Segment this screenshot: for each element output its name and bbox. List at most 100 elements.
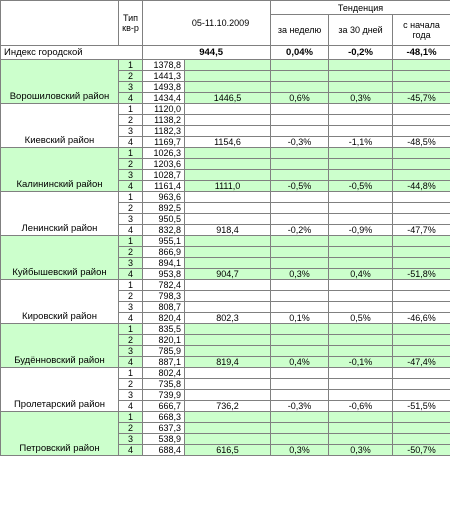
- blank-cell: [328, 81, 394, 93]
- blank-cell: [392, 301, 450, 313]
- type-price: 1378,8: [142, 59, 185, 71]
- district-30-days: -0,9%: [328, 224, 394, 236]
- blank-cell: [183, 191, 272, 203]
- blank-cell: [392, 147, 450, 159]
- blank-cell: [392, 433, 450, 445]
- blank-cell: [328, 246, 394, 258]
- apartment-type: 3: [118, 301, 143, 313]
- apartment-type: 2: [118, 70, 143, 82]
- header-year-line1: с начала: [403, 20, 440, 30]
- district-average: 1446,5: [183, 92, 272, 104]
- blank-cell: [183, 411, 272, 423]
- apartment-type: 1: [118, 367, 143, 379]
- blank-cell: [328, 125, 394, 137]
- table-row: Ленинский район 1 963,6: [0, 191, 450, 236]
- blank-cell: [270, 235, 330, 247]
- blank-cell: [183, 114, 272, 126]
- apartment-type: 1: [118, 323, 143, 335]
- table-row: 4 887,1 819,4 0,4% -0,1% -47,4%: [1, 356, 450, 368]
- blank-cell: [183, 59, 272, 71]
- blank-cell: [270, 290, 330, 302]
- blank-cell: [392, 235, 450, 247]
- district-name: Пролетарский район: [0, 367, 119, 412]
- blank-cell: [328, 70, 394, 82]
- blank-cell: [392, 345, 450, 357]
- apartment-type: 3: [118, 81, 143, 93]
- blank-cell: [328, 257, 394, 269]
- type-price: 1203,6: [142, 158, 185, 170]
- blank-cell: [392, 422, 450, 434]
- table-row: Будённовский район 1 835,5: [0, 323, 450, 368]
- blank-cell: [183, 158, 272, 170]
- table-row: 2 866,9: [1, 246, 450, 258]
- header-30-days: за 30 дней: [328, 14, 394, 46]
- index-week: 0,04%: [270, 45, 330, 60]
- blank-cell: [270, 279, 330, 291]
- blank-cell: [392, 257, 450, 269]
- blank-cell: [183, 323, 272, 335]
- district-week: 0,3%: [270, 444, 330, 456]
- type-price: 785,9: [142, 345, 185, 357]
- blank-cell: [270, 81, 330, 93]
- blank-cell: [183, 334, 272, 346]
- blank-cell: [270, 345, 330, 357]
- blank-cell: [392, 103, 450, 115]
- header-year-line2: года: [412, 30, 431, 40]
- table-row: 2 1138,2: [1, 114, 450, 126]
- header-type: Тип кв-р: [118, 0, 143, 46]
- blank-cell: [392, 290, 450, 302]
- blank-cell: [392, 213, 450, 225]
- district-name: Петровский район: [0, 411, 119, 456]
- blank-cell: [328, 235, 394, 247]
- header-date-text: 05-11.10.2009: [191, 18, 250, 28]
- blank-cell: [392, 81, 450, 93]
- apartment-type: 1: [118, 411, 143, 423]
- blank-cell: [392, 411, 450, 423]
- blank-cell: [328, 290, 394, 302]
- blank-cell: [270, 389, 330, 401]
- district-week: -0,5%: [270, 180, 330, 192]
- type-price: 963,6: [142, 191, 185, 203]
- blank-cell: [328, 389, 394, 401]
- blank-cell: [270, 114, 330, 126]
- district-name: Ленинский район: [0, 191, 119, 236]
- blank-cell: [328, 158, 394, 170]
- table-row: 3 538,9: [1, 433, 450, 445]
- table-row: 3 950,5: [1, 213, 450, 225]
- district-30-days: -0,1%: [328, 356, 394, 368]
- blank-cell: [270, 422, 330, 434]
- table-row: 4 688,4 616,5 0,3% 0,3% -50,7%: [1, 444, 450, 456]
- apartment-type: 3: [118, 257, 143, 269]
- type-price: 1120,0: [142, 103, 185, 115]
- apartment-type: 4: [118, 268, 143, 280]
- blank-cell: [183, 367, 272, 379]
- district-year: -51,8%: [392, 268, 450, 280]
- blank-cell: [183, 70, 272, 82]
- blank-cell: [183, 290, 272, 302]
- header-date: 05-11.10.2009: [141, 0, 272, 46]
- type-price: 894,1: [142, 257, 185, 269]
- table-row: Куйбышевский район 1 955,1: [0, 235, 450, 280]
- type-price: 1161,4: [142, 180, 185, 192]
- blank-cell: [392, 323, 450, 335]
- district-30-days: 0,5%: [328, 312, 394, 324]
- table-row: 3 785,9: [1, 345, 450, 357]
- table-row: Петровский район 1 668,3: [0, 411, 450, 456]
- table-row: 4 820,4 802,3 0,1% 0,5% -46,6%: [1, 312, 450, 324]
- blank-cell: [328, 301, 394, 313]
- blank-cell: [392, 169, 450, 181]
- blank-cell: [392, 334, 450, 346]
- table-row: 4 1434,4 1446,5 0,6% 0,3% -45,7%: [1, 92, 450, 104]
- district-average: 819,4: [183, 356, 272, 368]
- blank-cell: [183, 378, 272, 390]
- blank-cell: [328, 323, 394, 335]
- district-average: 1111,0: [183, 180, 272, 192]
- blank-cell: [270, 323, 330, 335]
- blank-cell: [183, 433, 272, 445]
- blank-cell: [328, 334, 394, 346]
- apartment-type: 3: [118, 345, 143, 357]
- header-type-line2: кв-р: [122, 23, 139, 33]
- district-year: -47,4%: [392, 356, 450, 368]
- type-price: 739,9: [142, 389, 185, 401]
- apartment-type: 4: [118, 136, 143, 148]
